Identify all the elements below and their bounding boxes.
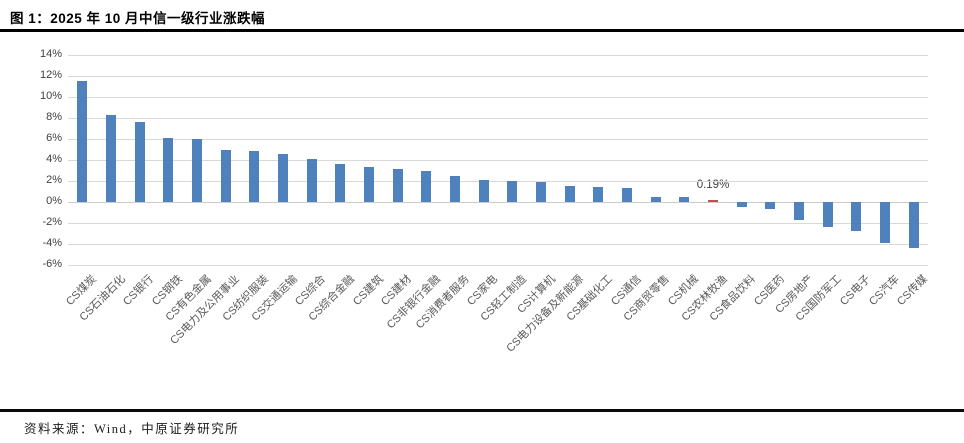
- bar-19: [593, 187, 604, 202]
- bar-6: [220, 149, 231, 202]
- bar-13: [421, 170, 432, 202]
- y-gridline: [68, 264, 928, 266]
- y-axis-tick-label: -4%: [42, 237, 62, 249]
- y-gridline: [68, 138, 928, 140]
- bar-27: [822, 202, 833, 228]
- bar-10: [335, 164, 346, 202]
- y-gridline: [68, 54, 928, 56]
- title-divider-line: [0, 29, 964, 32]
- bar-7: [249, 150, 260, 202]
- bar-17: [536, 182, 546, 202]
- x-axis-category-label: CS电子: [838, 273, 873, 308]
- y-gridline: [68, 222, 928, 224]
- bar-8: [278, 153, 288, 202]
- bar-11: [364, 167, 374, 202]
- bar-3: [134, 122, 145, 202]
- bar-24: [736, 202, 747, 208]
- x-axis-category-label: CS建筑: [350, 273, 386, 308]
- y-axis-tick-label: 0%: [46, 195, 62, 207]
- bar-1: [77, 81, 88, 202]
- y-gridline: [68, 159, 928, 161]
- bar-16: [507, 181, 518, 202]
- bar-22: [679, 196, 690, 202]
- x-axis-zero-line: [68, 201, 928, 203]
- y-gridline: [68, 243, 928, 245]
- bar-21: [650, 196, 661, 202]
- x-axis-category-label: CS汽车: [866, 273, 902, 308]
- y-axis-tick-label: 14%: [39, 48, 62, 60]
- bar-14: [450, 175, 460, 202]
- bar-4: [163, 137, 174, 202]
- y-axis-tick-label: 4%: [46, 153, 62, 165]
- bar-28: [851, 202, 862, 232]
- bar-5: [192, 139, 202, 202]
- y-axis-tick-label: 8%: [46, 111, 62, 123]
- y-axis-tick-label: 6%: [46, 132, 62, 144]
- y-axis-tick-label: 2%: [46, 174, 62, 186]
- footer-divider-line: [0, 409, 964, 412]
- bar-15: [478, 179, 489, 202]
- y-gridline: [68, 75, 928, 77]
- bar-26: [794, 202, 804, 220]
- bar-25: [765, 202, 776, 210]
- bar-9: [306, 158, 317, 202]
- source-note: 资料来源：Wind，中原证券研究所: [24, 422, 240, 436]
- bar-30: [908, 202, 919, 249]
- highlight-data-label: 0.19%: [696, 179, 730, 191]
- y-gridline: [68, 96, 928, 98]
- y-gridline: [68, 180, 928, 182]
- bar-23: [708, 200, 718, 202]
- x-axis-category-label: CS传媒: [895, 273, 931, 308]
- y-axis-tick-label: -6%: [42, 258, 62, 270]
- figure-title: 图 1：2025 年 10 月中信一级行业涨跌幅: [10, 11, 266, 26]
- bar-18: [564, 186, 575, 202]
- y-axis-tick-label: -2%: [42, 216, 62, 228]
- bar-12: [392, 169, 403, 202]
- y-axis-tick-label: 12%: [39, 69, 62, 81]
- y-gridline: [68, 117, 928, 119]
- bar-29: [880, 202, 890, 243]
- y-axis-tick-label: 10%: [39, 90, 62, 102]
- bar-20: [622, 188, 632, 202]
- x-axis-category-label: CS银行: [121, 273, 157, 308]
- bar-2: [106, 114, 116, 202]
